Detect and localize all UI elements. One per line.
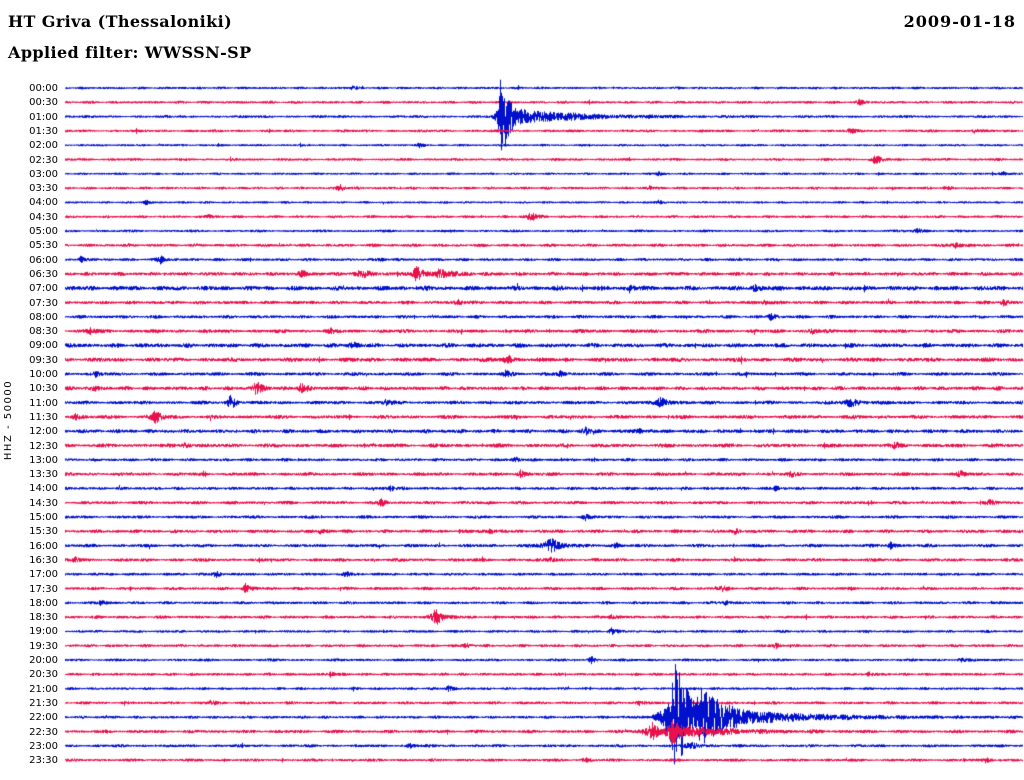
- helicorder-page: HT Griva (Thessaloniki) 2009-01-18 Appli…: [0, 0, 1024, 780]
- seismogram-canvas: [0, 0, 1024, 780]
